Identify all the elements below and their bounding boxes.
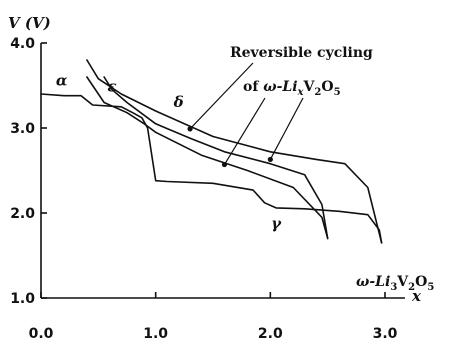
annotation-pointer-dot [187,126,193,132]
x-tick-label: 1.0 [143,326,168,342]
y-tick-label: 1.0 [10,291,35,307]
annotation-pointer-dot [221,161,228,168]
annotation-pointer-dot [267,156,273,163]
x-tick-label: 3.0 [373,326,398,342]
ticks: 0.0 1.0 2.0 3.0 1.0 2.0 3.0 4.0 [10,36,397,342]
annotation-line1: Reversible cycling [230,45,373,61]
annotation-pointers [187,62,304,168]
phase-label: α [56,72,68,90]
phase-labels: α ε δ γ [56,72,282,233]
series-line-1 [40,93,383,244]
phase-label: γ [271,214,282,232]
series-line-3 [86,76,329,240]
annotation-pointer-line [189,62,254,130]
series-line-4 [103,76,329,240]
y-axis-title: V (V) [8,14,51,32]
annotation: Reversible cycling of ω-LixV2O5 [187,45,373,168]
x-tick-label: 0.0 [29,326,54,342]
x-axis-title: x [411,287,422,305]
annotation-pointer-line [269,97,304,160]
end-label: ω-Li3V2O5 [356,274,434,293]
phase-label: ε [108,77,117,95]
axes [40,43,405,299]
y-tick-label: 2.0 [10,206,35,222]
curves [40,59,383,244]
annotation-line2: of ω-LixV2O5 [243,79,341,98]
y-tick-label: 3.0 [10,121,35,137]
y-tick-label: 4.0 [10,36,35,52]
x-tick-label: 2.0 [258,326,283,342]
phase-label: δ [173,93,184,111]
annotation-pointer-line [223,97,266,165]
